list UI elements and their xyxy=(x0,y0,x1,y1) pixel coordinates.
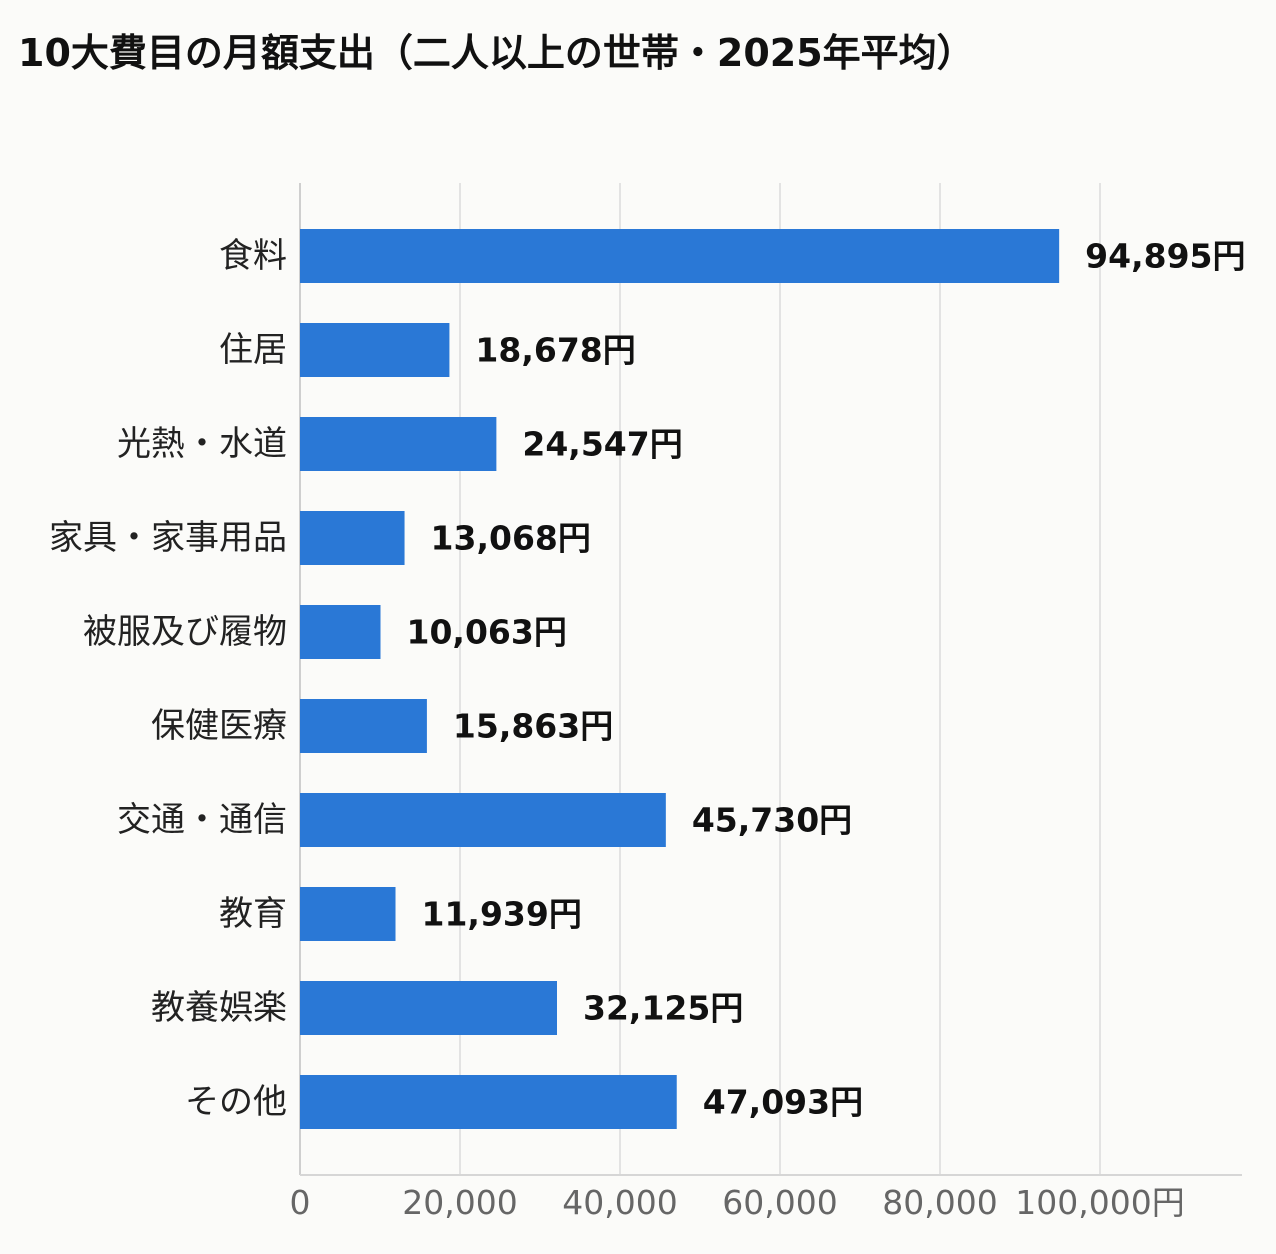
bar xyxy=(300,323,450,377)
bar xyxy=(300,887,396,941)
x-tick-label: 0 xyxy=(290,1183,311,1222)
category-label: その他 xyxy=(185,1082,287,1122)
x-tick-label: 80,000 xyxy=(882,1183,997,1222)
bar xyxy=(300,981,557,1035)
bar xyxy=(300,793,666,847)
value-label: 47,093円 xyxy=(703,1083,863,1122)
chart-title: 10大費目の月額支出（二人以上の世帯・2025年平均） xyxy=(18,31,975,75)
value-label: 11,939円 xyxy=(422,895,582,934)
bar xyxy=(300,605,381,659)
value-label: 94,895円 xyxy=(1085,237,1245,276)
category-label: 交通・通信 xyxy=(117,800,287,840)
category-label: 光熱・水道 xyxy=(117,424,287,464)
bar xyxy=(300,229,1060,283)
category-label: 被服及び履物 xyxy=(83,612,287,652)
bar xyxy=(300,511,405,565)
value-label: 10,063円 xyxy=(407,613,567,652)
category-label: 食料 xyxy=(219,236,287,276)
category-label: 保健医療 xyxy=(151,706,287,746)
value-label: 45,730円 xyxy=(692,801,852,840)
bars xyxy=(300,229,1060,1129)
category-label: 教育 xyxy=(219,894,287,934)
value-label: 13,068円 xyxy=(431,519,591,558)
category-label: 住居 xyxy=(219,330,287,370)
category-label: 教養娯楽 xyxy=(151,988,287,1028)
category-label: 家具・家事用品 xyxy=(49,518,287,558)
value-label: 32,125円 xyxy=(583,989,743,1028)
bar xyxy=(300,699,427,753)
x-tick-labels: 0 20,000 40,000 60,000 80,000 100,000円 xyxy=(290,1183,1185,1222)
x-tick-label: 60,000 xyxy=(722,1183,837,1222)
value-label: 24,547円 xyxy=(522,425,682,464)
bar xyxy=(300,417,497,471)
value-label: 18,678円 xyxy=(475,331,635,370)
bar xyxy=(300,1075,677,1129)
x-tick-label: 40,000 xyxy=(562,1183,677,1222)
value-labels: 94,895円 18,678円 24,547円 13,068円 10,063円 15,86… xyxy=(407,237,1246,1122)
x-tick-label: 100,000円 xyxy=(1015,1183,1184,1222)
value-label: 15,863円 xyxy=(453,707,613,746)
x-tick-label: 20,000 xyxy=(402,1183,517,1222)
